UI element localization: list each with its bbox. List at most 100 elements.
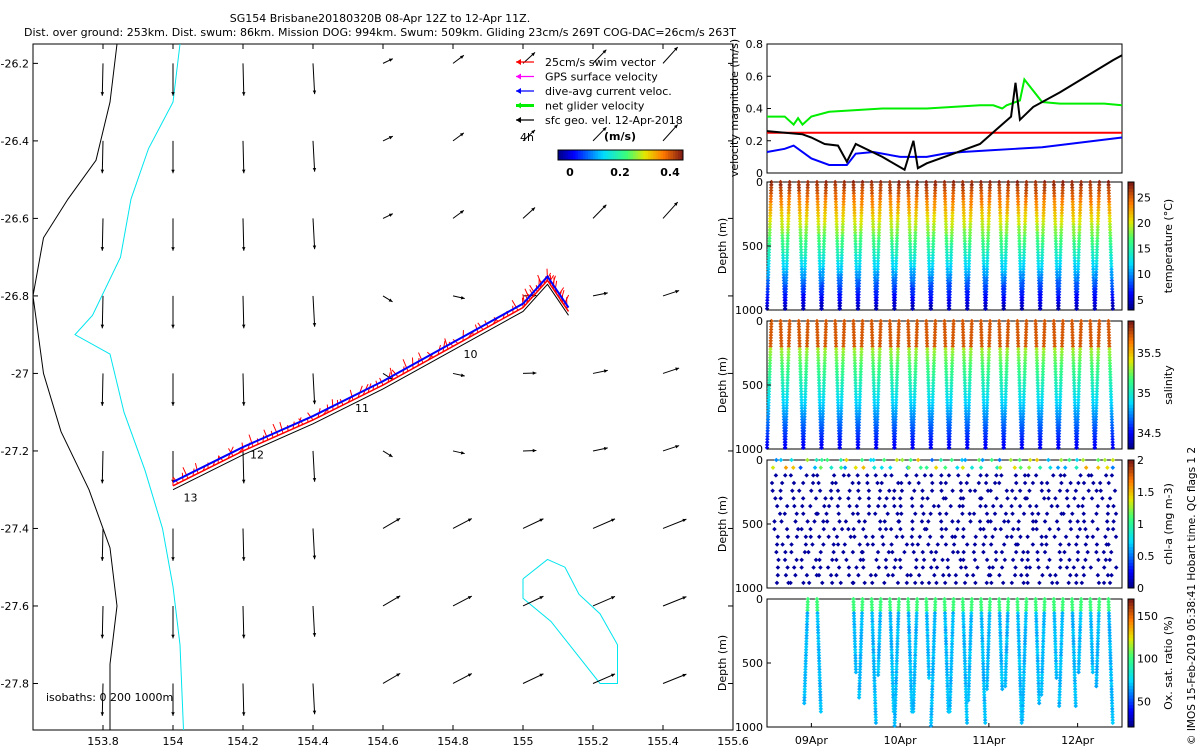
geo-arrow-head — [603, 369, 608, 373]
colorbar-cell — [1128, 327, 1134, 332]
profile-point — [802, 267, 808, 272]
geo-arrow — [662, 46, 679, 64]
geo-arrow — [592, 518, 616, 529]
profile-point — [836, 278, 841, 283]
y-tick-label: -27.8 — [1, 677, 29, 690]
geo-arrow — [452, 518, 473, 529]
geo-arrow-head — [460, 296, 465, 300]
profile-point — [857, 261, 862, 266]
profile-point — [836, 275, 841, 281]
geo-arrow — [382, 295, 393, 303]
colorbar-cell — [1128, 255, 1134, 260]
geo-arrow — [382, 450, 393, 458]
geo-arrow-shaft — [242, 295, 245, 329]
y-tick-label: -26.4 — [1, 135, 29, 148]
geo-arrow-head — [396, 673, 401, 677]
velocity-series-line — [766, 136, 1123, 166]
colorbar-tick-label: 25 — [1137, 191, 1151, 204]
profile-point — [801, 298, 807, 303]
colorbar-cell — [1128, 249, 1134, 253]
colorbar-cell — [1128, 303, 1134, 308]
colorbar-cell — [1128, 495, 1134, 499]
geo-arrow-head — [467, 596, 472, 600]
colorbar-cell — [1128, 337, 1134, 341]
geo-arrow — [171, 295, 175, 329]
colorbar-cell — [1128, 191, 1134, 196]
colorbar-cell — [1128, 436, 1134, 440]
geo-arrow — [312, 528, 317, 560]
geo-arrow-shaft — [312, 450, 316, 482]
geo-arrow-head — [388, 136, 393, 140]
colorbar-cell — [1128, 488, 1134, 493]
colorbar-tick-label: 0 — [566, 166, 574, 179]
geo-arrow-shaft — [312, 373, 316, 405]
colorbar-cell — [590, 150, 594, 160]
geo-arrow-shaft — [312, 63, 316, 95]
colorbar-cell — [573, 150, 576, 160]
profile-point — [854, 272, 859, 278]
geo-arrow-head — [675, 445, 680, 449]
colorbar-cell — [1128, 381, 1134, 386]
profile-point — [837, 306, 843, 311]
swim-vector — [391, 369, 399, 378]
colorbar-cell — [1128, 520, 1134, 525]
colorbar-cell — [1128, 375, 1134, 380]
geo-arrow-head — [171, 324, 175, 329]
profile-point — [783, 278, 789, 283]
profile-point — [819, 306, 824, 311]
geo-arrow-head — [611, 673, 616, 677]
colorbar-cell — [1128, 359, 1134, 364]
legend-arrowhead — [516, 102, 521, 109]
geo-arrow-head — [611, 596, 616, 600]
geo-arrow-head — [603, 446, 608, 451]
swim-vector — [444, 338, 449, 350]
profile-point — [799, 278, 805, 283]
geo-arrow — [662, 201, 679, 219]
geo-arrow — [452, 450, 465, 455]
colorbar-cell — [678, 150, 681, 160]
day-label: 13 — [184, 491, 198, 504]
geo-arrow-head — [312, 710, 317, 715]
profile-point — [784, 267, 789, 272]
geo-arrow — [522, 673, 544, 684]
geo-arrow-shaft — [101, 373, 104, 406]
profile-point — [857, 272, 862, 278]
colorbar-cell — [1128, 239, 1134, 244]
geo-arrow — [100, 373, 105, 406]
x-tick-label: 154 — [163, 735, 184, 748]
profile-point — [781, 261, 786, 266]
profile-point — [799, 264, 804, 269]
colorbar-tick-label: 5 — [1137, 294, 1144, 307]
geo-arrow-head — [312, 167, 317, 172]
profile-point — [821, 258, 826, 264]
geostrophic-arrows — [100, 46, 687, 716]
y-tick-label: -26.2 — [1, 57, 29, 70]
profile-point — [781, 269, 786, 275]
profile-point — [764, 300, 770, 306]
colorbar-cell — [1128, 258, 1134, 263]
colorbar-tick-label: 34.5 — [1137, 427, 1162, 440]
profile-point — [838, 289, 843, 295]
profile-point — [838, 278, 844, 283]
colorbar-cell — [560, 150, 564, 160]
profile-point — [765, 283, 771, 289]
geo-arrow-head — [460, 373, 465, 377]
colorbar-cell — [1128, 536, 1134, 541]
colorbar-cell — [1128, 530, 1134, 535]
y-tick-label: -27.6 — [1, 600, 29, 613]
x-tick-label: 154.8 — [437, 735, 469, 748]
colorbar-cell — [1128, 287, 1134, 292]
geo-arrow — [382, 135, 394, 142]
colorbar-cell — [1128, 479, 1134, 483]
y-tick-label: -27.4 — [1, 522, 29, 535]
colorbar-cell — [645, 150, 649, 160]
geo-arrow-shaft — [242, 218, 245, 251]
swim-vector — [522, 294, 526, 306]
geo-arrow-head — [241, 634, 246, 639]
x-tick-label: 155.2 — [577, 735, 609, 748]
profile-point — [765, 272, 771, 278]
geo-arrow-head — [674, 47, 678, 51]
profile-point — [784, 272, 789, 278]
y-tick-label: 500 — [742, 240, 763, 253]
profile-point — [801, 292, 807, 297]
